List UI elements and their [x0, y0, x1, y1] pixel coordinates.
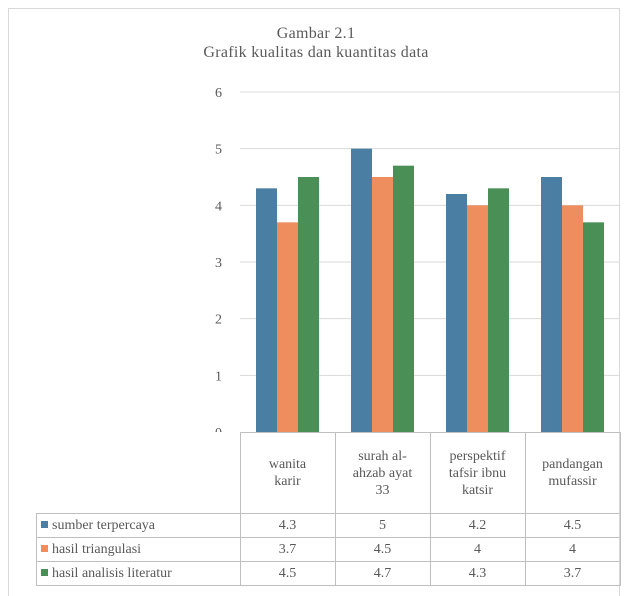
legend-key-icon	[41, 568, 48, 576]
y-tick-label: 3	[215, 256, 222, 271]
category-label-line: wanita	[268, 457, 307, 472]
bar	[256, 188, 277, 432]
data-label: 4	[429, 537, 526, 562]
category-label: pandangan mufassir	[524, 432, 621, 514]
category-label-line: karir	[274, 474, 301, 489]
category-label-line: tafsir ibnu	[448, 465, 507, 481]
bar	[562, 205, 583, 432]
bars	[256, 148, 604, 432]
category-label-line: ahzab ayat	[352, 465, 413, 481]
category-label-line: pandangan	[542, 457, 603, 472]
chart-subtitle: Grafik kualitas dan kuantitas data	[203, 44, 429, 61]
category-label: surah al-ahzab ayat 33	[334, 432, 431, 514]
bar	[583, 222, 604, 432]
chart-title: Gambar 2.1	[276, 25, 356, 42]
data-label: 3.7	[239, 537, 336, 562]
category-label-line: mufassir	[548, 474, 597, 489]
legend-key-icon	[41, 544, 48, 552]
data-label: 4.7	[334, 561, 431, 586]
chart-frame	[8, 8, 620, 596]
legend-label: hasil analisis literatur	[52, 565, 172, 581]
legend-label: sumber terpercaya	[52, 517, 155, 533]
legend-key-icon	[41, 520, 48, 528]
legend-label: hasil triangulasi	[52, 541, 142, 557]
category-header-row: wanita karir surah al-ahzab ayat 33 perspekt…	[36, 432, 621, 514]
y-tick-label: 4	[215, 199, 222, 214]
series-row: hasil analisis literatur 4.5 4.7 4.3 3.7	[36, 561, 621, 586]
y-tick-label: 1	[215, 369, 222, 384]
chart-plot: 0 1 2 3 4 5 6	[215, 86, 620, 432]
bar	[298, 177, 319, 432]
legend-entry: hasil analisis literatur	[36, 561, 241, 586]
data-label: 4.5	[524, 513, 621, 538]
y-tick-label: 0	[215, 426, 222, 432]
category-label-line: surah al-	[358, 448, 407, 464]
data-label: 5	[334, 513, 431, 538]
data-label: 4.2	[429, 513, 526, 538]
data-label: 3.7	[524, 561, 621, 586]
bar	[277, 222, 298, 432]
y-tick-label: 5	[215, 143, 222, 158]
bar	[541, 177, 562, 432]
y-axis-ticks: 0 1 2 3 4 5 6	[215, 86, 222, 432]
category-label-line: 33	[375, 482, 390, 498]
data-table: wanita karir surah al-ahzab ayat 33 perspekt…	[36, 432, 621, 586]
y-tick-label: 6	[215, 86, 222, 101]
bar	[467, 205, 488, 432]
data-label: 4.5	[334, 537, 431, 562]
category-label-line: katsir	[461, 482, 494, 498]
bar	[351, 148, 372, 432]
bar	[446, 194, 467, 432]
data-label: 4.5	[239, 561, 336, 586]
y-tick-label: 2	[215, 313, 222, 328]
series-row: sumber terpercaya 4.3 5 4.2 4.5	[36, 513, 621, 538]
table-corner	[36, 432, 241, 514]
bar	[488, 188, 509, 432]
data-label: 4.3	[429, 561, 526, 586]
bar	[393, 165, 414, 432]
series-row: hasil triangulasi 3.7 4.5 4 4	[36, 537, 621, 562]
category-label: wanita karir	[239, 432, 336, 514]
bar	[372, 177, 393, 432]
legend-entry: hasil triangulasi	[36, 537, 241, 562]
category-label: perspektif tafsir ibnu katsir	[429, 432, 526, 514]
legend-entry: sumber terpercaya	[36, 513, 241, 538]
data-label: 4	[524, 537, 621, 562]
chart-title-block: Gambar 2.1 Grafik kualitas dan kuantitas…	[0, 24, 632, 62]
category-label-line: perspektif	[449, 448, 506, 464]
data-label: 4.3	[239, 513, 336, 538]
